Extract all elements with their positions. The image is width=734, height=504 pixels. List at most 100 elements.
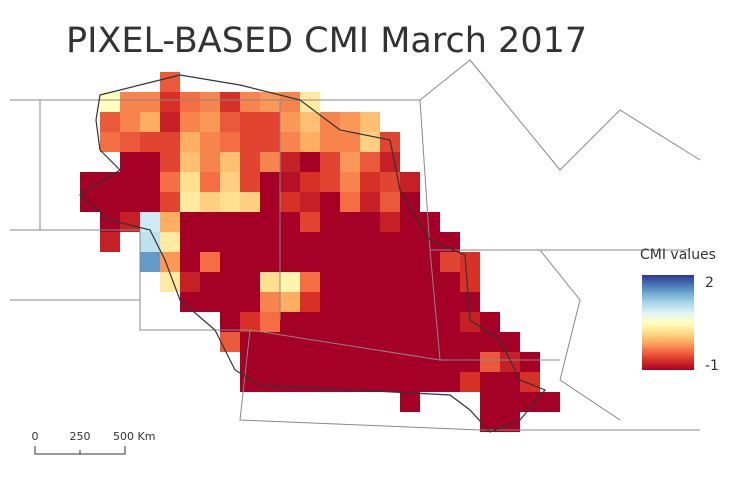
cell bbox=[280, 312, 300, 332]
cell bbox=[360, 112, 380, 132]
cell bbox=[400, 252, 420, 272]
cell bbox=[120, 152, 140, 172]
cell bbox=[500, 352, 520, 372]
scale-bar-line bbox=[34, 446, 126, 455]
cell bbox=[260, 272, 280, 292]
cell bbox=[380, 292, 400, 312]
cell bbox=[220, 92, 240, 112]
cell bbox=[280, 132, 300, 152]
cell bbox=[380, 352, 400, 372]
cell bbox=[260, 232, 280, 252]
cell bbox=[340, 112, 360, 132]
cell bbox=[340, 272, 360, 292]
scale-bar: 0 250 500 Km bbox=[32, 430, 155, 455]
scale-label: 250 bbox=[70, 430, 91, 443]
cell bbox=[300, 332, 320, 352]
cell bbox=[260, 332, 280, 352]
cell bbox=[320, 212, 340, 232]
cell bbox=[400, 392, 420, 412]
cell bbox=[440, 272, 460, 292]
cell bbox=[360, 232, 380, 252]
cell bbox=[380, 272, 400, 292]
cell bbox=[140, 132, 160, 152]
cell bbox=[300, 112, 320, 132]
cell bbox=[380, 332, 400, 352]
cell bbox=[460, 332, 480, 352]
cell bbox=[380, 152, 400, 172]
cell bbox=[220, 192, 240, 212]
cell bbox=[160, 192, 180, 212]
cell bbox=[400, 212, 420, 232]
cell bbox=[160, 92, 180, 112]
cell bbox=[300, 192, 320, 212]
cell bbox=[220, 232, 240, 252]
cell bbox=[80, 172, 100, 192]
cell bbox=[380, 172, 400, 192]
cell bbox=[300, 292, 320, 312]
cell bbox=[300, 272, 320, 292]
cell bbox=[260, 172, 280, 192]
cell bbox=[300, 172, 320, 192]
cell bbox=[240, 252, 260, 272]
cell bbox=[340, 352, 360, 372]
cell bbox=[220, 172, 240, 192]
cell bbox=[180, 192, 200, 212]
cell bbox=[240, 352, 260, 372]
cell bbox=[480, 312, 500, 332]
cell bbox=[420, 332, 440, 352]
cell bbox=[280, 252, 300, 272]
cell bbox=[360, 312, 380, 332]
cell bbox=[480, 352, 500, 372]
cell bbox=[300, 232, 320, 252]
cell bbox=[100, 192, 120, 212]
cell bbox=[220, 272, 240, 292]
cell bbox=[320, 252, 340, 272]
cell bbox=[160, 232, 180, 252]
cell bbox=[260, 292, 280, 312]
cell bbox=[280, 352, 300, 372]
cell bbox=[180, 272, 200, 292]
cell bbox=[480, 392, 500, 412]
cell bbox=[200, 152, 220, 172]
cell bbox=[260, 252, 280, 272]
cell bbox=[180, 232, 200, 252]
cell bbox=[160, 152, 180, 172]
cell bbox=[400, 272, 420, 292]
cell bbox=[360, 372, 380, 392]
cell bbox=[400, 312, 420, 332]
cell bbox=[520, 352, 540, 372]
cell bbox=[360, 172, 380, 192]
cell bbox=[180, 172, 200, 192]
cell bbox=[100, 172, 120, 192]
cell bbox=[340, 292, 360, 312]
cell bbox=[260, 192, 280, 212]
cell bbox=[240, 132, 260, 152]
cell bbox=[320, 192, 340, 212]
cell bbox=[520, 372, 540, 392]
cell bbox=[340, 232, 360, 252]
cell bbox=[140, 112, 160, 132]
cell bbox=[100, 212, 120, 232]
cell bbox=[260, 132, 280, 152]
cell bbox=[200, 192, 220, 212]
cell bbox=[380, 312, 400, 332]
cell bbox=[100, 232, 120, 252]
cell bbox=[300, 92, 320, 112]
cell bbox=[340, 192, 360, 212]
cell bbox=[180, 152, 200, 172]
cell bbox=[260, 152, 280, 172]
cell bbox=[360, 192, 380, 212]
cell bbox=[340, 372, 360, 392]
cell bbox=[400, 352, 420, 372]
cell bbox=[440, 372, 460, 392]
cell bbox=[140, 92, 160, 112]
cell bbox=[140, 192, 160, 212]
cell bbox=[140, 172, 160, 192]
cell bbox=[360, 252, 380, 272]
cell bbox=[200, 132, 220, 152]
legend-min: -1 bbox=[705, 358, 719, 374]
cell bbox=[380, 372, 400, 392]
cell bbox=[420, 252, 440, 272]
cell bbox=[400, 232, 420, 252]
cell bbox=[240, 292, 260, 312]
